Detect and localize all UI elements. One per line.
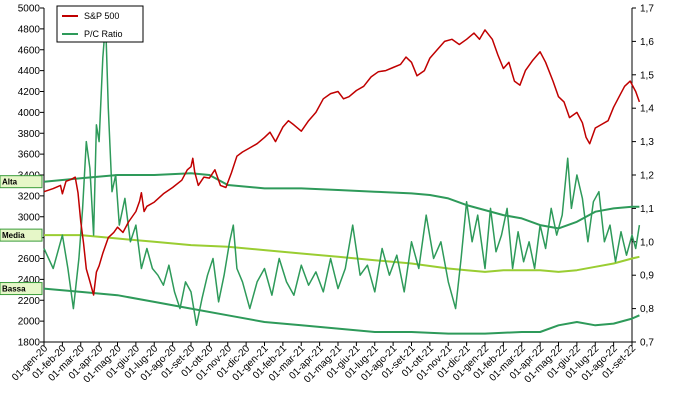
right-tick-label: 0,7: [640, 338, 654, 349]
left-tick-label: 2200: [18, 296, 41, 307]
band-labels: Alta Media Bassa: [0, 175, 43, 296]
left-tick-label: 5000: [18, 4, 41, 15]
left-tick-label: 4000: [18, 108, 41, 119]
left-tick-label: 2600: [18, 254, 41, 265]
pc-ratio-line: [43, 20, 641, 327]
left-tick-label: 4200: [18, 87, 41, 98]
legend-label-pc-ratio: P/C Ratio: [84, 29, 123, 39]
right-tick-label: 0,9: [640, 271, 654, 282]
right-tick-label: 1,6: [640, 37, 654, 48]
right-tick-label: 0,8: [640, 304, 654, 315]
left-tick-label: 3800: [18, 129, 41, 140]
right-tick-label: 1,3: [640, 137, 654, 148]
left-tick-label: 2400: [18, 275, 41, 286]
band-label-media-box: [0, 228, 43, 242]
legend: S&P 500 P/C Ratio: [56, 5, 144, 43]
left-tick-label: 2000: [18, 317, 41, 328]
right-tick-label: 1,2: [640, 171, 654, 182]
left-tick-label: 3000: [18, 212, 41, 223]
upper-band-line: [43, 172, 640, 230]
middle-band-line: [44, 234, 640, 273]
x-axis: 01-gen-2001-feb-2001-mar-2001-apr-2001-m…: [10, 341, 638, 385]
left-tick-label: 1800: [18, 338, 41, 349]
lower-band-line: [43, 287, 640, 335]
right-tick-label: 1,7: [640, 4, 654, 15]
band-label-alta: Alta: [2, 178, 18, 187]
band-label-bassa-box: [0, 282, 43, 296]
legend-label-sp500: S&P 500: [84, 11, 119, 21]
right-tick-label: 1,0: [640, 237, 654, 248]
left-tick-label: 3200: [18, 191, 41, 202]
sp500-line: [43, 29, 641, 296]
left-tick-label: 4800: [18, 24, 41, 35]
series-layer: [43, 20, 641, 335]
left-tick-label: 4400: [18, 66, 41, 77]
right-tick-label: 1,5: [640, 70, 654, 81]
legend-box: [56, 5, 144, 43]
right-tick-label: 1,1: [640, 204, 654, 215]
right-tick-label: 1,4: [640, 104, 654, 115]
right-y-axis: 0,7 0,8 0,9 1,0 1,1 1,2 1,3 1,4 1,5 1,6 1,7: [631, 4, 654, 349]
band-label-alta-box: [0, 175, 43, 189]
band-label-bassa: Bassa: [2, 285, 26, 294]
left-tick-label: 3600: [18, 150, 41, 161]
band-label-media: Media: [2, 231, 25, 240]
left-tick-label: 4600: [18, 45, 41, 56]
